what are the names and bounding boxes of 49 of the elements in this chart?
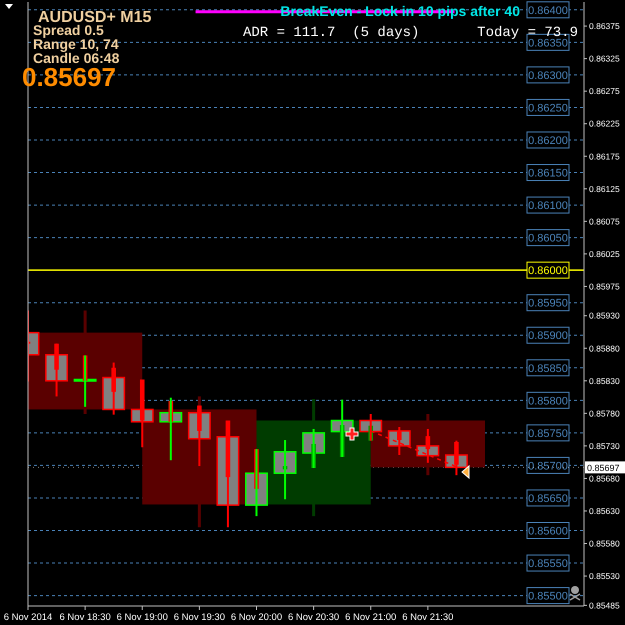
x-tick-label: 6 Nov 20:00 — [230, 612, 282, 623]
y-tick-label: 0.85830 — [589, 376, 620, 386]
ref-line-label: 0.85550 — [528, 558, 568, 570]
ref-line-label: 0.85600 — [528, 526, 568, 538]
x-tick-label: 6 Nov 2014 — [4, 612, 52, 623]
ref-line-label: 0.85900 — [528, 330, 568, 342]
y-tick-label: 0.85485 — [589, 600, 620, 610]
ref-line-label: 0.86100 — [528, 200, 568, 212]
y-tick-label: 0.86075 — [589, 216, 620, 226]
y-tick-label: 0.85975 — [589, 281, 620, 292]
ref-line-label: 0.85650 — [528, 492, 568, 505]
ref-line-label: 0.85700 — [528, 460, 568, 472]
annotation: ADR = 111.7 (5 days) — [243, 25, 420, 41]
y-tick-label: 0.85730 — [589, 440, 620, 451]
x-tick-label: 6 Nov 19:30 — [174, 612, 225, 623]
y-tick-label: 0.85680 — [589, 473, 620, 484]
ref-line-label: 0.86200 — [528, 134, 568, 147]
ref-line-label: 0.86000 — [528, 265, 568, 278]
x-tick-label: 6 Nov 21:30 — [402, 612, 454, 623]
x-tick-label: 6 Nov 20:30 — [288, 612, 340, 623]
ref-line-label: 0.86400 — [528, 4, 568, 17]
x-tick-label: 6 Nov 18:30 — [60, 612, 111, 623]
ref-line-label: 0.86300 — [528, 70, 568, 82]
ref-line-label: 0.86150 — [528, 168, 568, 180]
ref-line-label: 0.86250 — [528, 102, 568, 114]
y-tick-label: 0.86125 — [589, 184, 620, 194]
y-tick-label: 0.85580 — [589, 538, 620, 549]
ref-line-label: 0.85850 — [528, 362, 568, 375]
ref-line-label: 0.85750 — [528, 428, 568, 440]
ref-line-label: 0.85500 — [528, 590, 568, 603]
y-tick-label: 0.85880 — [589, 343, 620, 354]
y-tick-label: 0.85630 — [589, 506, 620, 516]
y-tick-label: 0.86175 — [589, 151, 620, 162]
x-tick-label: 6 Nov 21:00 — [345, 612, 396, 623]
y-tick-label: 0.85780 — [589, 408, 620, 418]
x-tick-label: 6 Nov 19:00 — [116, 612, 168, 623]
y-tick-label: 0.86375 — [589, 21, 620, 32]
ref-line-label: 0.85800 — [528, 395, 568, 408]
ref-line-label: 0.85950 — [528, 298, 568, 310]
y-tick-label: 0.85930 — [589, 310, 620, 321]
ref-line-label: 0.85697 — [587, 462, 620, 473]
y-tick-label: 0.86225 — [589, 118, 620, 129]
y-tick-label: 0.86325 — [589, 54, 620, 64]
y-tick-label: 0.86275 — [589, 86, 620, 96]
y-tick-label: 0.85530 — [589, 571, 620, 582]
candlestick — [274, 439, 297, 500]
y-tick-label: 0.86025 — [589, 248, 620, 259]
ref-line-label: 0.86350 — [528, 37, 568, 50]
ref-line-label: 0.86050 — [528, 232, 568, 245]
